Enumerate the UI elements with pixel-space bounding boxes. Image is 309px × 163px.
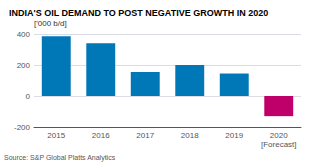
svg-text:2016: 2016	[92, 131, 110, 140]
svg-text:-200: -200	[14, 123, 31, 132]
svg-text:200: 200	[17, 61, 31, 70]
svg-text:0: 0	[26, 92, 31, 101]
svg-text:2017: 2017	[136, 131, 154, 140]
svg-text:2019: 2019	[225, 131, 243, 140]
svg-text:2018: 2018	[181, 131, 199, 140]
svg-text:2020: 2020	[270, 131, 288, 140]
svg-text:Source: S&P Global Platts Anal: Source: S&P Global Platts Analytics	[4, 154, 116, 162]
svg-text:2015: 2015	[47, 131, 65, 140]
svg-text:400: 400	[17, 30, 31, 39]
svg-text:[Forecast]: [Forecast]	[261, 140, 297, 149]
svg-text:INDIA'S OIL DEMAND TO POST NEG: INDIA'S OIL DEMAND TO POST NEGATIVE GROW…	[9, 8, 268, 18]
svg-text:['000 b/d]: ['000 b/d]	[34, 19, 67, 28]
